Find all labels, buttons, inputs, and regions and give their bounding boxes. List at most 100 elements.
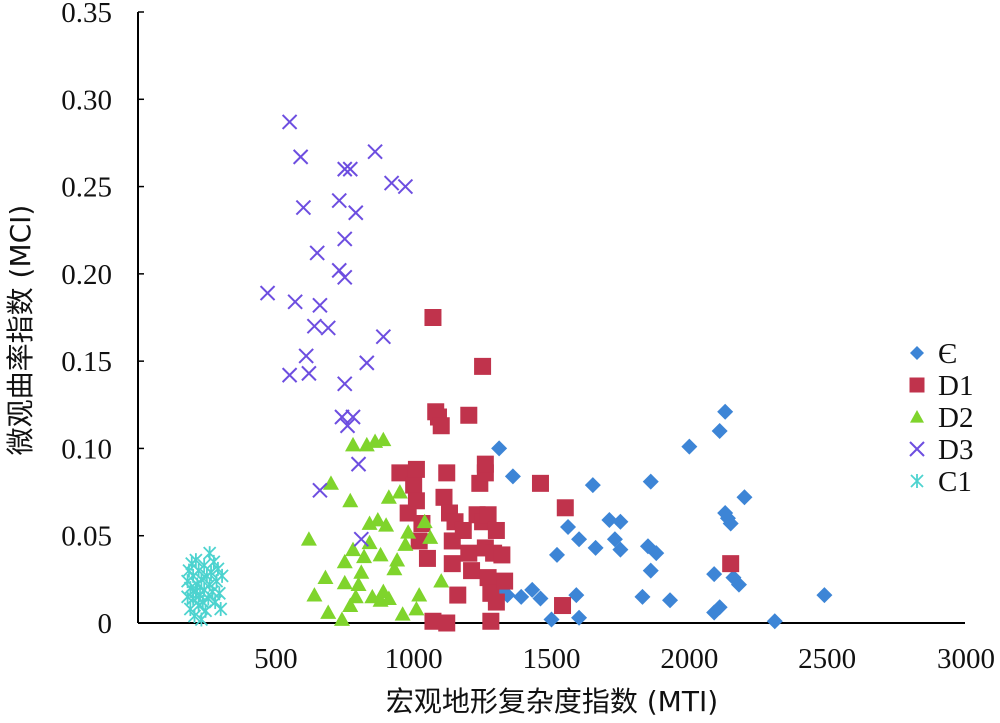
data-point <box>378 517 395 532</box>
data-point <box>460 544 478 562</box>
data-point <box>449 586 467 604</box>
data-point <box>435 488 453 506</box>
data-point <box>612 541 629 558</box>
chart-ticks: 0 0.05 0.10 0.15 0.20 0.25 0.30 0.35 500 1000 1500… <box>61 0 995 675</box>
series-C1-points <box>180 546 229 627</box>
data-point <box>736 489 753 506</box>
data-point <box>476 455 494 473</box>
data-point <box>312 297 328 313</box>
legend-marker <box>909 441 925 457</box>
data-point <box>407 492 425 510</box>
data-point <box>397 178 414 195</box>
data-point <box>493 546 511 564</box>
data-point <box>350 576 367 591</box>
data-point <box>198 603 213 618</box>
legend-item-Є: Є <box>910 338 957 370</box>
data-point <box>295 199 312 216</box>
series-Є-points <box>491 403 833 630</box>
data-point <box>336 574 353 590</box>
data-point <box>292 149 309 165</box>
data-point <box>432 417 450 435</box>
data-point <box>350 456 367 472</box>
data-point <box>380 489 397 504</box>
x-tick-label: 1000 <box>385 643 443 675</box>
data-point <box>443 555 461 573</box>
x-tick-label: 2000 <box>660 643 718 675</box>
data-point <box>334 409 350 425</box>
data-point <box>549 546 566 563</box>
data-point <box>347 588 364 604</box>
x-tick-label: 1500 <box>523 643 581 675</box>
legend-label: D1 <box>938 370 973 402</box>
x-tick-label: 2500 <box>798 643 856 675</box>
data-point <box>524 581 541 598</box>
data-point <box>711 422 728 439</box>
data-point <box>648 545 665 562</box>
data-point <box>353 564 370 579</box>
data-point <box>309 245 325 261</box>
data-point <box>345 541 362 557</box>
data-point <box>214 602 228 617</box>
data-point <box>312 482 328 499</box>
data-point <box>571 609 588 626</box>
data-point <box>375 431 392 447</box>
data-point <box>317 569 334 585</box>
data-point <box>337 161 353 177</box>
data-point <box>554 597 572 615</box>
series-D2-points <box>300 431 450 626</box>
data-point <box>281 114 298 130</box>
data-point <box>301 365 317 382</box>
data-point <box>215 568 229 583</box>
y-tick-label: 0.25 <box>61 172 112 204</box>
data-point <box>389 552 406 567</box>
data-point <box>322 475 339 490</box>
data-point <box>306 318 323 334</box>
data-point <box>331 262 347 279</box>
data-point <box>306 587 323 602</box>
data-point <box>642 562 659 579</box>
data-point <box>722 555 740 573</box>
data-point <box>571 531 588 548</box>
data-point <box>642 473 659 490</box>
data-point <box>424 612 442 630</box>
data-point <box>560 518 577 535</box>
data-point <box>342 597 359 612</box>
data-point <box>532 590 549 607</box>
data-point <box>342 161 358 177</box>
data-point <box>706 566 723 583</box>
data-point <box>259 285 276 301</box>
data-point <box>634 588 651 605</box>
data-point <box>367 143 383 160</box>
data-point <box>433 573 450 588</box>
data-point <box>717 403 734 420</box>
legend-item-D2: D2 <box>910 402 973 434</box>
data-point <box>568 587 585 604</box>
x-axis-title: 宏观地形复杂度指数 (MTI) <box>386 685 718 718</box>
data-point <box>407 460 425 478</box>
data-point <box>375 328 392 345</box>
data-point <box>212 586 226 601</box>
data-point <box>386 560 403 576</box>
legend-item-D1: D1 <box>909 370 973 402</box>
y-tick-label: 0.35 <box>61 0 112 29</box>
data-point <box>204 565 218 580</box>
data-point <box>601 512 618 529</box>
data-point <box>438 614 456 632</box>
data-point <box>730 576 747 593</box>
x-tick-label: 500 <box>254 643 298 675</box>
data-point <box>298 348 314 364</box>
chart-points <box>180 114 833 632</box>
data-point <box>482 612 500 630</box>
data-point <box>287 294 303 310</box>
data-point <box>189 553 203 568</box>
chart-axes <box>137 12 965 624</box>
data-point <box>391 464 409 482</box>
data-point <box>612 513 629 530</box>
data-point <box>281 367 298 383</box>
data-point <box>383 175 400 191</box>
legend-label: D3 <box>938 434 973 466</box>
data-point <box>353 531 369 547</box>
x-tick-label: 3000 <box>937 643 995 675</box>
data-point <box>766 613 783 630</box>
